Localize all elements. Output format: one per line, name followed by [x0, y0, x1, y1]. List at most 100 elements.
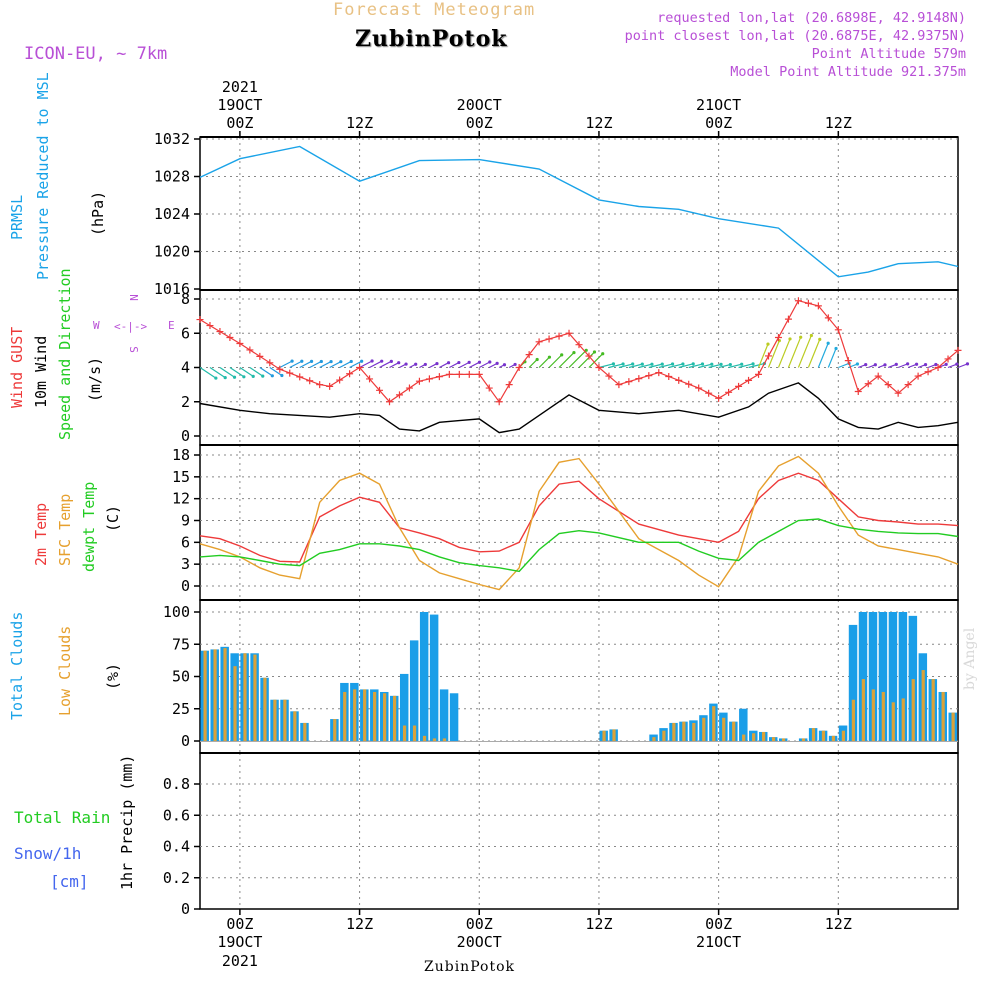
wind-arrow — [209, 367, 226, 379]
bottom-time-label: 00Z — [705, 915, 732, 933]
low-cloud-bar — [432, 738, 437, 741]
bottom-time-label: 00Z — [466, 915, 493, 933]
gust-marker — [266, 359, 274, 367]
gust-marker — [824, 314, 832, 322]
wind-arrow — [548, 354, 563, 368]
wind-arrow-head — [873, 363, 877, 367]
low-cloud-bar — [412, 725, 417, 741]
wind-arrow-head — [681, 362, 685, 366]
wind-arrow-head — [300, 359, 304, 363]
wind-arrow-head — [611, 362, 616, 366]
gust-marker — [276, 365, 284, 373]
top-day-label: 20OCT — [457, 96, 502, 114]
top-day-label: 19OCT — [217, 96, 262, 114]
gust-marker — [884, 381, 892, 389]
gust-marker — [655, 369, 663, 377]
wind-arrow-head — [751, 362, 755, 366]
gust-marker — [765, 352, 772, 360]
wind-arrow — [459, 361, 470, 369]
low-cloud-bar — [811, 728, 816, 741]
compass-arrow-icon: <-|-> — [114, 320, 148, 333]
wind-arrow — [807, 339, 821, 368]
low-cloud-bar — [861, 679, 865, 741]
wind-arrow-head — [584, 348, 588, 352]
low-cloud-bar — [762, 731, 766, 741]
gust-marker — [774, 334, 782, 342]
low-cloud-bar — [722, 717, 726, 741]
bottom-day-label: 21OCT — [696, 933, 741, 951]
wind-arrow — [339, 360, 352, 369]
gust-marker — [814, 302, 822, 310]
gust-marker — [755, 370, 763, 378]
y-tick-label: 15 — [172, 468, 190, 486]
gust-marker — [485, 384, 493, 392]
wind-arrow-head — [640, 362, 644, 366]
gust-marker — [346, 370, 354, 378]
wind-arrow-head — [339, 360, 343, 364]
wind-arrow — [478, 361, 491, 369]
wind-arrow-head — [232, 375, 237, 379]
wind-arrow — [957, 363, 968, 369]
label-precip: 1hr Precip (mm) — [118, 754, 136, 890]
total-cloud-bar — [419, 612, 429, 741]
y-tick-label: 6 — [181, 324, 190, 342]
top-time-label: 00Z — [226, 114, 253, 132]
label-speed-direction: Speed and Direction — [56, 268, 74, 440]
wind-arrow-head — [214, 376, 218, 380]
wind-arrow — [668, 363, 684, 369]
gust-marker — [914, 372, 922, 380]
y-tick-label: 100 — [163, 603, 190, 621]
sfc-temp-line — [199, 455, 959, 591]
gust-marker — [745, 376, 753, 384]
wind-arrow-head — [261, 374, 265, 378]
wind-arrow-head — [944, 362, 948, 366]
wind-arrow — [638, 363, 653, 369]
gust-marker — [934, 364, 942, 371]
low-cloud-bar — [422, 735, 427, 741]
gust-marker — [206, 322, 214, 330]
wind-arrow — [728, 363, 742, 369]
y-tick-label: 0 — [181, 577, 190, 595]
gust-marker — [615, 381, 623, 389]
wind-arrow-head — [740, 362, 744, 366]
wind-arrow — [648, 363, 663, 369]
wind-arrow — [379, 360, 392, 369]
y-tick-label: 0 — [181, 427, 190, 445]
wind-arrow-head — [280, 373, 284, 378]
low-cloud-bar — [881, 691, 885, 741]
wind-arrow — [738, 363, 754, 369]
top-time-label: 12Z — [825, 114, 852, 132]
gust-marker — [585, 352, 593, 360]
gust-marker — [575, 341, 583, 349]
wind-arrow-head — [446, 361, 451, 365]
forecast-meteogram-title: Forecast Meteogram — [333, 0, 536, 20]
gust-marker — [944, 355, 952, 363]
gust-marker — [645, 372, 653, 380]
gust-marker — [555, 332, 563, 340]
compass-w: W — [93, 319, 100, 332]
top-year-label: 2021 — [222, 78, 258, 96]
gust-marker — [605, 372, 613, 380]
gust-marker — [216, 328, 224, 336]
compass-s: S — [126, 346, 140, 353]
wind-arrow — [359, 360, 373, 369]
dewpt-line — [199, 518, 959, 573]
wind-arrow — [269, 367, 283, 377]
gust-marker — [455, 370, 463, 378]
wind-arrow — [817, 343, 829, 368]
low-cloud-bar — [781, 738, 786, 741]
wind-arrow-head — [799, 335, 803, 339]
low-cloud-bar — [283, 699, 287, 741]
gust-marker — [236, 340, 244, 348]
low-cloud-bar — [951, 712, 955, 741]
low-cloud-bar — [672, 722, 676, 741]
total-cloud-bar — [868, 612, 878, 741]
wind-arrow-head — [955, 362, 959, 366]
low-cloud-bar — [871, 689, 875, 741]
gust-marker — [595, 364, 603, 371]
total-cloud-bar — [439, 689, 449, 741]
label-dewpt-temp: dewpt Temp — [80, 481, 98, 572]
wind-arrow — [299, 360, 312, 369]
wind-arrow — [199, 367, 217, 379]
wind-arrow — [757, 343, 769, 368]
